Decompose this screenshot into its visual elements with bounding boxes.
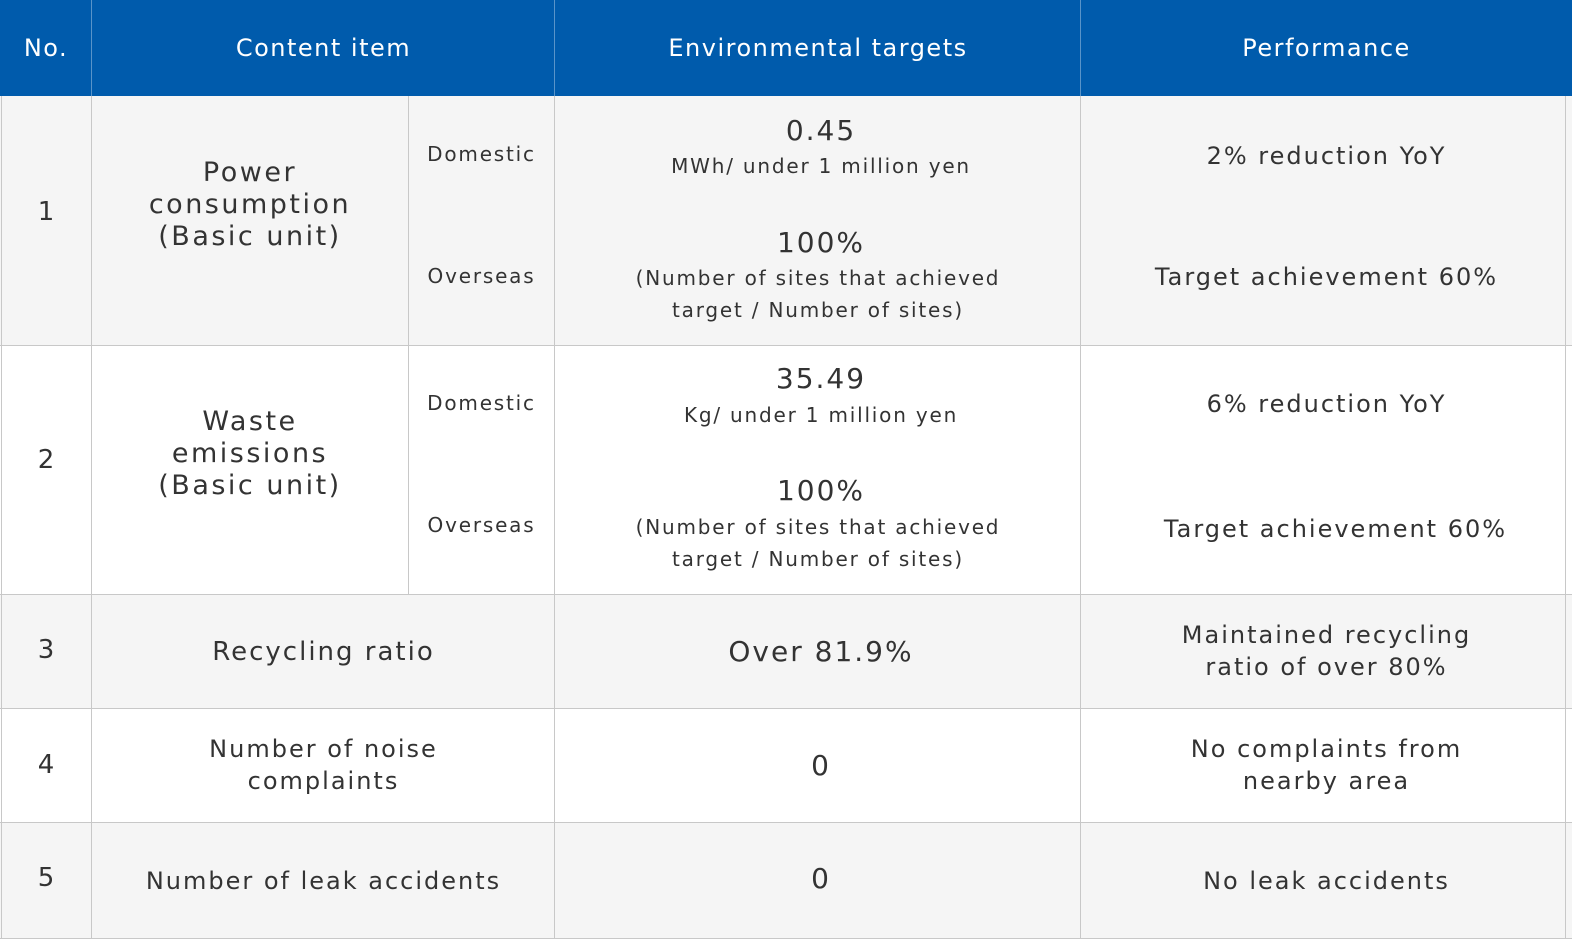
row-2-overseas-target-note: target / Number of sites) [672,547,964,571]
row-4-performance: No complaints from nearby area [1081,708,1572,822]
performance-line: No complaints from [1190,735,1463,763]
row-5-item: Number of leak accidents [92,822,555,940]
performance-text: No leak accidents [1203,867,1450,895]
row-1-domestic-target-unit: MWh/ under 1 million yen [671,154,971,178]
row-1-domestic-target-value: 0.45 [785,114,857,147]
row-2-domestic-performance: 6% reduction YoY [1206,390,1447,418]
row-number: 2 [37,445,55,475]
item-text: Recycling ratio [212,637,435,667]
row-1-no: 1 [0,96,92,328]
row-5-target: 0 [555,822,1087,934]
row-1-overseas-target-note: target / Number of sites) [672,298,964,322]
table-row [0,96,1081,345]
item-text: Number of leak accidents [145,867,502,895]
row-2-no: 2 [0,345,92,575]
row-4-no: 4 [0,708,92,822]
header-no: No. [0,0,92,96]
row-1-item: Power consumption (Basic unit) [92,96,408,345]
row-2-overseas-target-note: (Number of sites that achieved [635,515,1001,539]
header-performance-label: Performance [1242,34,1411,62]
item-line: emissions [171,437,329,469]
row-3-target: Over 81.9% [555,594,1087,708]
target-text: 0 [811,861,831,895]
row-1-domestic-label: Domestic [427,142,536,166]
header-environmental-targets: Environmental targets [555,0,1081,96]
performance-line: ratio of over 80% [1205,653,1448,681]
row-5-no: 5 [0,822,92,934]
row-2-domestic-label: Domestic [427,391,536,415]
row-3-item: Recycling ratio [92,594,555,710]
row-number: 1 [37,197,55,227]
header-performance: Performance [1081,0,1572,96]
row-2-domestic-target-unit: Kg/ under 1 million yen [683,403,959,427]
table-row [0,345,1081,594]
row-4-target: 0 [555,708,1087,822]
row-1-overseas-target-note: (Number of sites that achieved [635,266,1001,290]
item-line: Number of noise [209,735,438,763]
header-no-label: No. [23,34,69,62]
row-1-overseas-performance: Target achievement 60% [1154,263,1499,291]
row-5-performance: No leak accidents [1081,822,1572,940]
row-2-overseas-label: Overseas [427,513,536,537]
row-number: 4 [37,750,55,780]
table-row [0,594,1081,708]
header-content-item-label: Content item [235,34,412,62]
row-2-item: Waste emissions (Basic unit) [92,345,408,594]
target-text: 0 [811,748,831,782]
row-3-performance: Maintained recycling ratio of over 80% [1081,594,1572,708]
row-number: 5 [37,863,55,893]
table-row [0,822,1081,939]
row-2-domestic-target-value: 35.49 [775,362,867,395]
performance-line: Maintained recycling [1181,621,1472,649]
row-3-no: 3 [0,594,92,706]
row-number: 3 [37,635,55,665]
row-2-overseas-target-value: 100% [776,474,866,507]
row-1-domestic-performance: 2% reduction YoY [1206,142,1447,170]
row-2-overseas-performance: Target achievement 60% [1163,515,1508,543]
row-4-item: Number of noise complaints [92,708,555,822]
item-line: consumption [148,188,352,220]
row-1-overseas-target-value: 100% [776,226,866,259]
performance-line: nearby area [1242,767,1411,795]
item-line: complaints [247,767,400,795]
table-row [0,708,1081,822]
item-line: Waste [202,405,298,437]
target-text: Over 81.9% [728,634,914,668]
row-1-overseas-label: Overseas [427,264,536,288]
item-line: (Basic unit) [158,469,342,501]
item-line: (Basic unit) [158,220,342,252]
header-environmental-targets-label: Environmental targets [668,34,968,62]
item-line: Power [202,156,298,188]
header-content-item: Content item [92,0,555,96]
